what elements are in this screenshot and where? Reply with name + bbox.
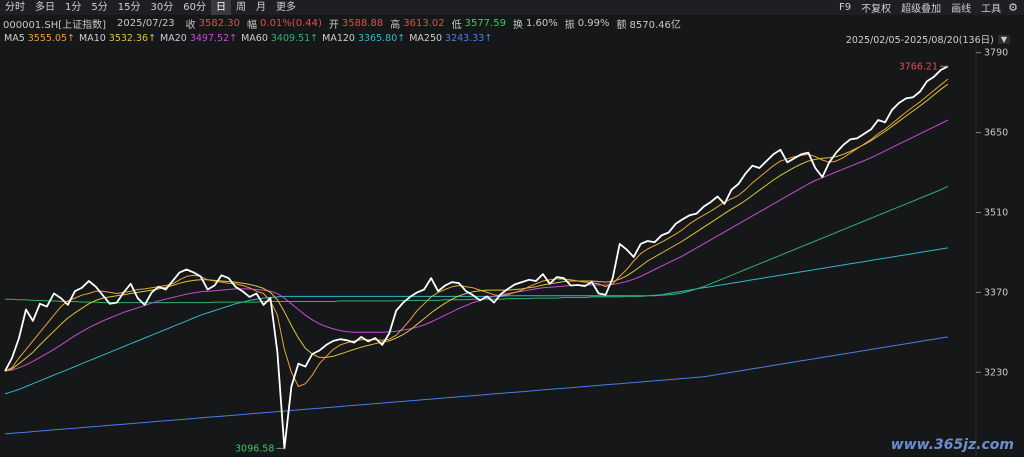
y-tick-label: 3370 bbox=[984, 287, 1008, 298]
ma-legend-label: MA120 bbox=[322, 33, 355, 44]
high-value: 3613.02 bbox=[403, 17, 445, 29]
high-label: 高 bbox=[390, 19, 401, 31]
low-value: 3577.59 bbox=[464, 17, 506, 29]
ma-legend: MA5 3555.05↑ MA10 3532.36↑ MA20 3497.52↑ MA60 3… bbox=[0, 32, 1024, 45]
tab-period-6[interactable]: 60分 bbox=[183, 2, 206, 13]
ma-legend-value: 3365.80↑ bbox=[357, 33, 406, 44]
tab-period-10[interactable]: 更多 bbox=[275, 2, 296, 13]
tab-period-8[interactable]: 周 bbox=[235, 2, 246, 13]
max-price-label: 3766.21 bbox=[899, 61, 938, 72]
tool-button-3[interactable]: 画线 bbox=[951, 4, 972, 15]
tool-button-0[interactable]: F9 bbox=[839, 2, 852, 13]
tab-period-2[interactable]: 1分 bbox=[65, 2, 82, 13]
tab-period-4[interactable]: 15分 bbox=[117, 2, 141, 13]
series-line-ma60 bbox=[5, 185, 949, 304]
ma-legend-label: MA5 bbox=[4, 33, 25, 44]
y-tick-label: 3230 bbox=[984, 367, 1008, 378]
kline-chart[interactable]: 3790 3650 3510 3370 3230 3766.21 3096.58 bbox=[0, 45, 1024, 457]
tab-period-1[interactable]: 多日 bbox=[35, 2, 55, 13]
close-value: 3582.30 bbox=[198, 17, 241, 29]
ma-legend-value: 3243.33↑ bbox=[445, 33, 493, 44]
tab-period-5[interactable]: 30分 bbox=[150, 2, 174, 13]
tool-button-1[interactable]: 不复权 bbox=[861, 4, 892, 15]
date-range-text: 2025/02/05-2025/08/20(136日) bbox=[845, 35, 994, 46]
chevron-down-icon[interactable]: ▼ bbox=[997, 34, 1010, 44]
tab-period-3[interactable]: 5分 bbox=[91, 2, 108, 13]
tab-period-7[interactable]: 日 bbox=[210, 0, 231, 15]
ma-legend-value: 3532.36↑ bbox=[108, 33, 157, 44]
ma-legend-value: 3409.51↑ bbox=[270, 33, 319, 44]
amount-value: 8570.46亿 bbox=[629, 19, 681, 31]
series-line-ma120 bbox=[4, 247, 949, 395]
amplitude-label: 振 bbox=[564, 19, 575, 31]
tab-period-9[interactable]: 月 bbox=[255, 2, 266, 13]
change-label: 幅 bbox=[247, 19, 258, 31]
stock-code[interactable]: 000001.SH[上证指数] bbox=[3, 19, 107, 31]
tool-button-2[interactable]: 超级叠加 bbox=[901, 4, 942, 15]
open-label: 开 bbox=[328, 19, 339, 31]
quote-date: 2025/07/23 bbox=[117, 17, 175, 29]
gear-icon[interactable]: ⚙ bbox=[1008, 1, 1018, 14]
period-toolbar: 分时 多日 1分 5分 15分 30分 60分日周月更多 bbox=[0, 0, 1024, 15]
close-label: 收 bbox=[185, 19, 196, 31]
series-line-ma5 bbox=[4, 78, 949, 387]
series-line-price bbox=[4, 65, 949, 450]
change-value: 0.01%(0.44) bbox=[260, 17, 322, 29]
min-price-label: 3096.58 bbox=[235, 443, 274, 454]
series-line-ma20 bbox=[4, 119, 949, 372]
low-label: 低 bbox=[451, 19, 462, 31]
amplitude-value: 0.99% bbox=[577, 17, 610, 29]
open-value: 3588.88 bbox=[341, 17, 384, 29]
ma-legend-label: MA10 bbox=[79, 33, 106, 44]
turnover-value: 1.60% bbox=[525, 17, 558, 29]
ma-legend-label: MA250 bbox=[409, 33, 443, 44]
quote-info-bar: 000001.SH[上证指数] 2025/07/23 收 3582.30 幅 0… bbox=[0, 15, 1024, 31]
y-tick-label: 3510 bbox=[984, 207, 1008, 218]
ma-legend-label: MA60 bbox=[241, 33, 268, 44]
y-tick-label: 3790 bbox=[984, 48, 1008, 59]
right-tools: F9 不复权 超级叠加 画线 工具 ⚙ bbox=[834, 0, 1018, 15]
watermark: www.365jz.com bbox=[890, 437, 1014, 453]
ma-legend-value: 3497.52↑ bbox=[189, 33, 238, 44]
ma-legend-label: MA20 bbox=[160, 33, 187, 44]
y-tick-label: 3650 bbox=[984, 128, 1008, 139]
date-range[interactable]: 2025/02/05-2025/08/20(136日) ▼ bbox=[846, 32, 1010, 46]
series-line-ma250 bbox=[4, 336, 949, 435]
tab-period-0[interactable]: 分时 bbox=[5, 2, 25, 13]
turnover-label: 换 bbox=[512, 19, 523, 31]
ma-legend-value: 3555.05↑ bbox=[27, 33, 75, 44]
series-line-ma10 bbox=[4, 83, 949, 372]
amount-label: 额 bbox=[616, 19, 627, 31]
tool-button-4[interactable]: 工具 bbox=[981, 4, 1002, 15]
